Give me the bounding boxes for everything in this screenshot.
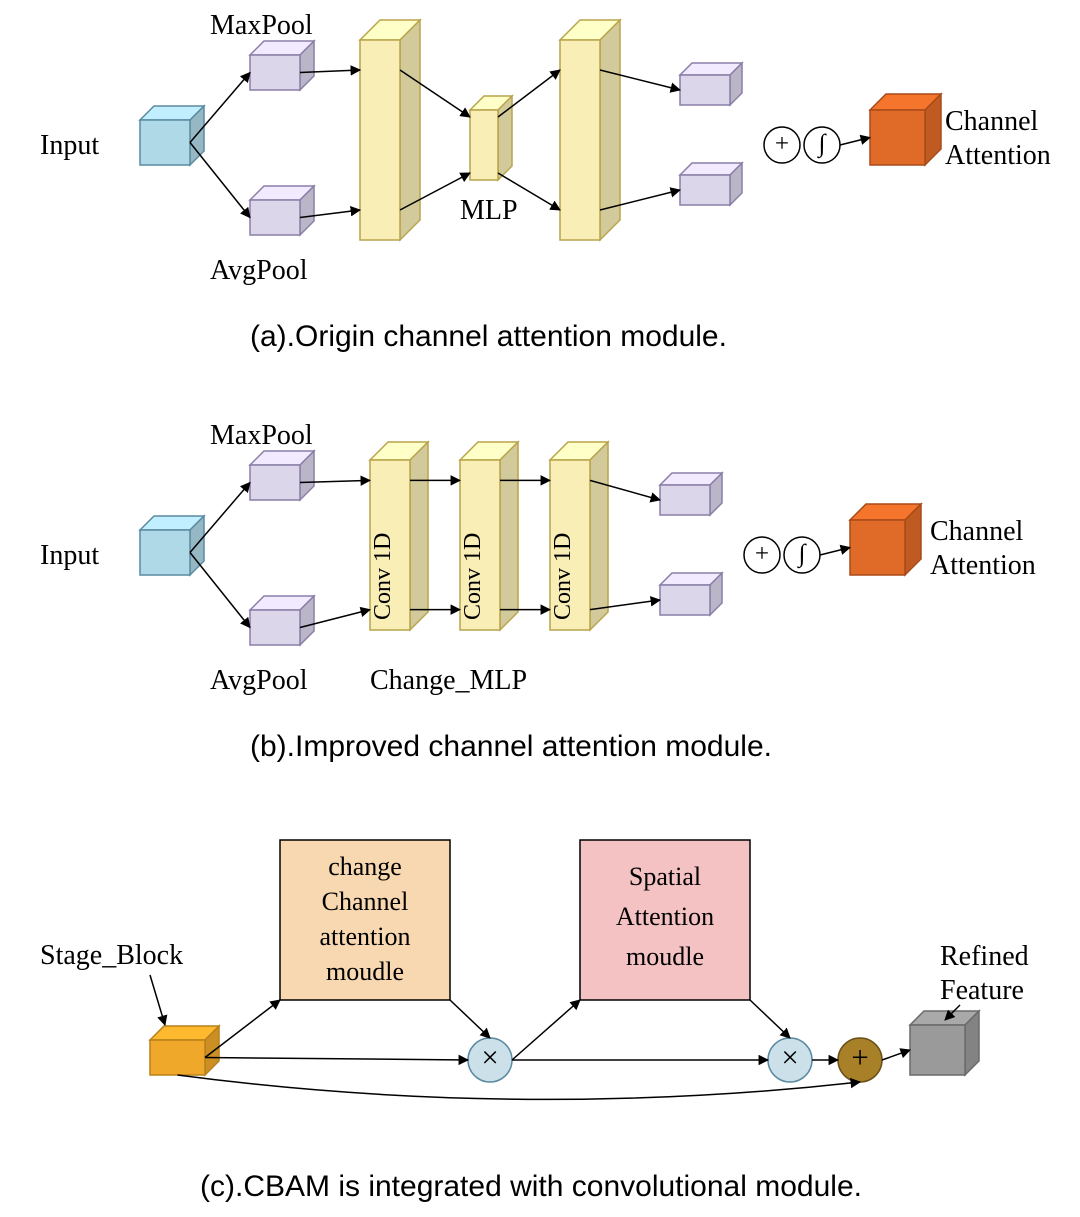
sigmoid-circle-a: ∫ [804,127,840,163]
mult-circle-2: × [768,1038,812,1082]
output-cube-b [850,504,921,575]
conv1d-label: Conv 1D [460,533,486,620]
stage-label-arrow [150,975,165,1025]
edge [750,1000,790,1038]
edge [190,553,250,628]
box2-line: Spatial [629,862,701,891]
plus-circle-a: + [764,127,800,163]
box1-line: Channel [322,887,409,916]
label-avgpool-a: AvgPool [210,255,308,287]
box1-line: attention [320,922,411,951]
svg-text:+: + [775,130,789,157]
label-input-a: Input [40,130,99,162]
label-changemlp-b: Change_MLP [370,665,527,697]
conv1d-label: Conv 1D [370,533,396,620]
edge [205,1058,468,1061]
input-cube-a [140,106,204,165]
edge [512,1000,580,1060]
svg-text:×: × [481,1041,498,1075]
label-refined-c: Refined Feature [940,940,1029,1007]
svg-text:+: + [851,1041,868,1075]
sigmoid-circle-b: ∫ [784,537,820,573]
edge [190,143,250,218]
label-maxpool-b: MaxPool [210,420,313,452]
edge [498,70,560,117]
plus-circle-b: + [744,537,780,573]
feat-bot-b [660,573,722,615]
edge [450,1000,490,1038]
avgpool-cube-a [250,186,314,235]
box2-line: moudle [626,942,704,971]
stage-block-cube [150,1026,219,1075]
refined-feature-cube [910,1011,979,1075]
box2-line: Attention [616,902,714,931]
svg-text:×: × [781,1041,798,1075]
edge [820,548,850,556]
maxpool-cube-b [250,451,314,500]
edge [882,1050,910,1060]
label-maxpool-a: MaxPool [210,10,313,42]
mlp-block1-a [360,20,420,240]
conv1d-label: Conv 1D [550,533,576,620]
mlp-block2-a [470,96,512,180]
mult-circle-1: × [468,1038,512,1082]
label-output-b: Channel Attention [930,515,1036,582]
caption-b: (b).Improved channel attention module. [250,730,772,764]
feat-top-b [660,473,722,515]
input-cube-b [140,516,204,575]
label-avgpool-b: AvgPool [210,665,308,697]
feat-bot-a [680,163,742,205]
output-cube-a [870,94,941,165]
label-stage-c: Stage_Block [40,940,183,972]
box1-line: moudle [326,957,404,986]
caption-c: (c).CBAM is integrated with convolutiona… [200,1170,862,1204]
label-output-a: Channel Attention [945,105,1051,172]
avgpool-cube-b [250,596,314,645]
box1-line: change [328,852,402,881]
caption-a: (a).Origin channel attention module. [250,320,727,354]
label-input-b: Input [40,540,99,572]
svg-text:+: + [755,540,769,567]
skip-connection [178,1075,861,1099]
svg-text:∫: ∫ [797,540,807,568]
edge [840,138,870,146]
svg-text:∫: ∫ [817,130,827,158]
label-mlp-a: MLP [460,195,518,227]
add-circle: + [838,1038,882,1082]
diagram-canvas: + ∫ Conv 1D Conv 1D Conv 1D + ∫ change Channel at… [0,0,1080,1217]
feat-top-a [680,63,742,105]
maxpool-cube-a [250,41,314,90]
